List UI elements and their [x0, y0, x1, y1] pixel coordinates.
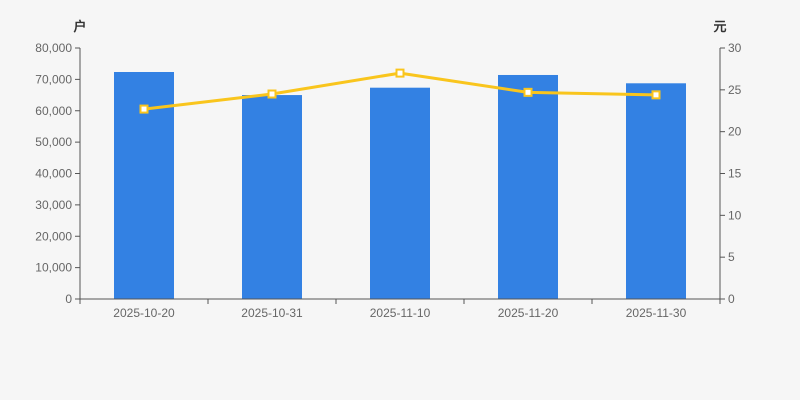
left-axis-tick-label: 50,000: [35, 135, 72, 149]
right-axis-tick-label: 25: [728, 83, 742, 97]
left-axis-tick-label: 80,000: [35, 41, 72, 55]
left-axis-tick-label: 60,000: [35, 104, 72, 118]
left-axis-tick-label: 0: [65, 292, 72, 306]
x-axis-label-2025-10-20: 2025-10-20: [113, 306, 175, 320]
x-axis-label-2025-10-31: 2025-10-31: [241, 306, 303, 320]
left-axis-tick-label: 70,000: [35, 72, 72, 86]
left-axis-tick-label: 40,000: [35, 167, 72, 181]
x-axis-label-2025-11-30: 2025-11-30: [626, 306, 687, 320]
line-marker-2025-11-10[interactable]: [395, 68, 405, 78]
left-axis-unit-label: 户: [73, 19, 87, 34]
right-axis-tick-label: 0: [728, 292, 735, 306]
bar-2025-10-31[interactable]: [242, 95, 302, 299]
right-axis-tick-label: 20: [728, 125, 742, 139]
x-axis-label-2025-11-20: 2025-11-20: [498, 306, 559, 320]
left-axis-tick-label: 10,000: [35, 261, 72, 275]
line-marker-2025-11-30[interactable]: [651, 90, 661, 100]
bar-2025-11-20[interactable]: [498, 74, 558, 299]
bar-2025-11-10[interactable]: [370, 87, 430, 299]
left-axis-tick-label: 20,000: [35, 229, 72, 243]
right-axis-unit-label: 元: [713, 19, 727, 34]
right-axis-tick-label: 15: [728, 167, 742, 181]
x-axis-label-2025-11-10: 2025-11-10: [370, 306, 431, 320]
left-axis-tick-label: 30,000: [35, 198, 72, 212]
line-marker-2025-11-20[interactable]: [523, 87, 533, 97]
right-axis-tick-label: 10: [728, 208, 742, 222]
line-marker-2025-10-20[interactable]: [139, 104, 149, 114]
bar-2025-11-30[interactable]: [626, 83, 686, 299]
right-axis-tick-label: 30: [728, 41, 742, 55]
line-marker-2025-10-31[interactable]: [267, 89, 277, 99]
right-axis-tick-label: 5: [728, 250, 735, 264]
